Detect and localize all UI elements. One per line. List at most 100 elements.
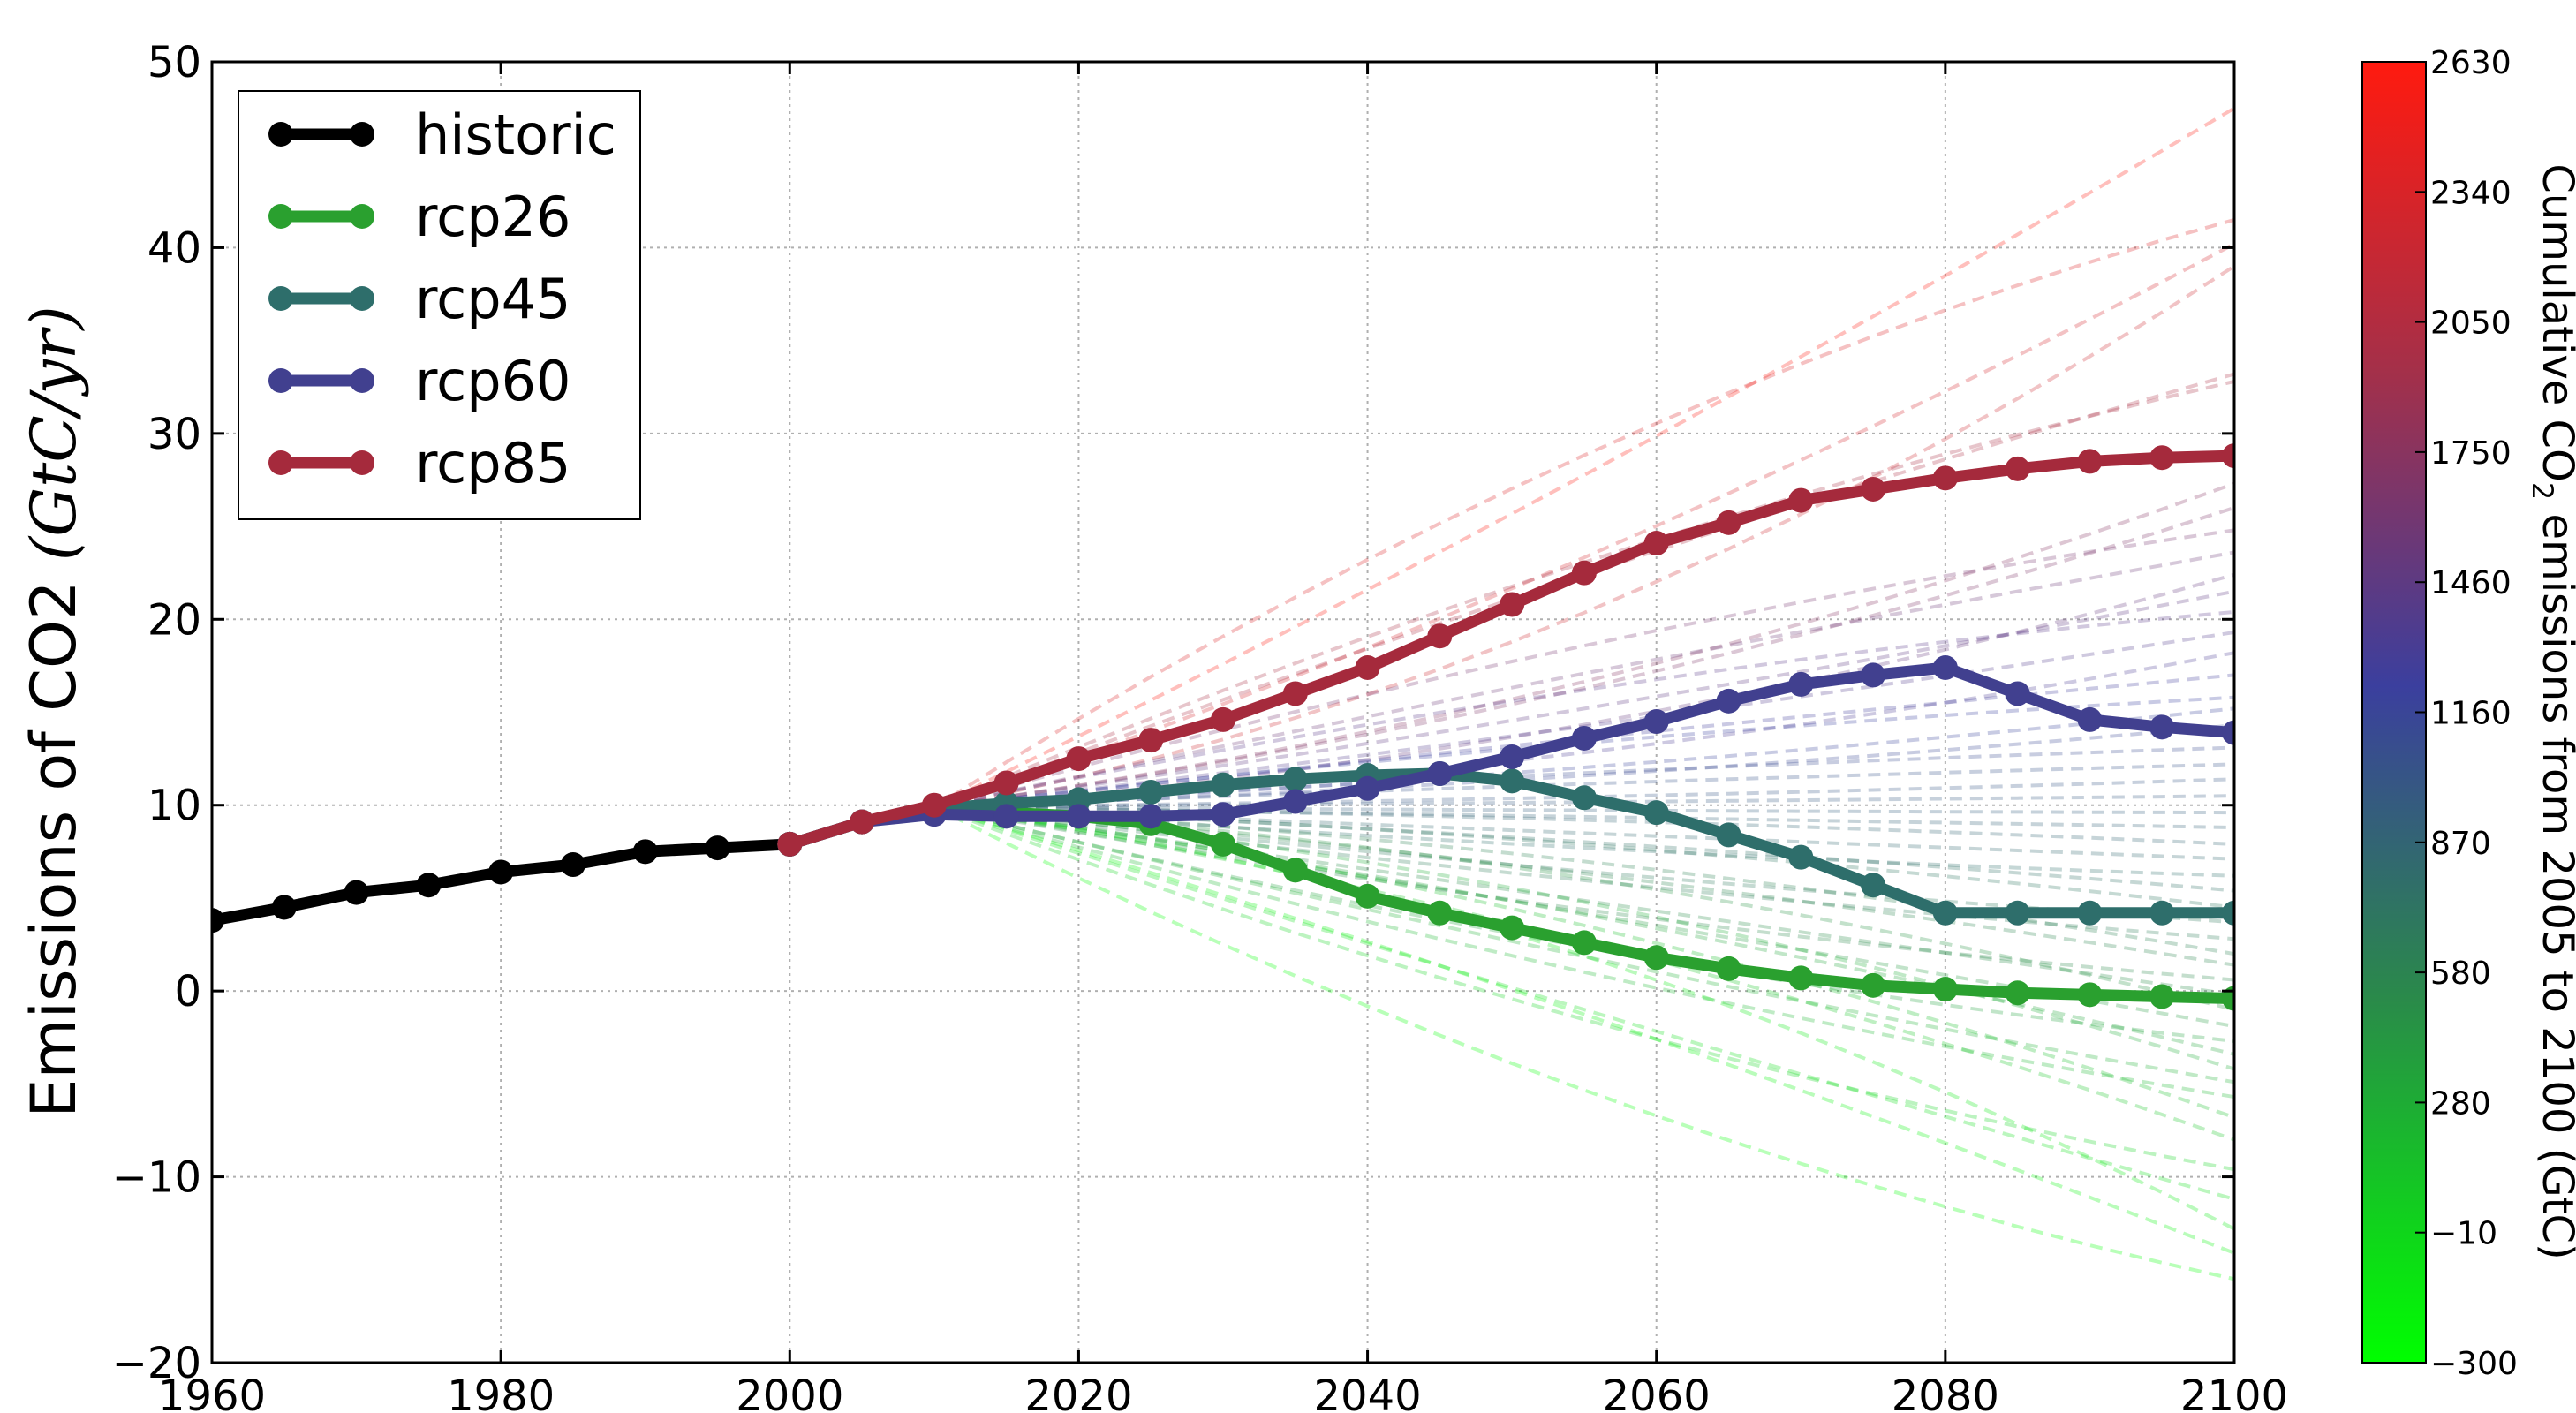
data-point xyxy=(1861,476,1886,502)
data-point xyxy=(705,835,730,861)
legend-marker xyxy=(350,450,374,475)
data-point xyxy=(1643,945,1669,971)
data-point xyxy=(1932,654,1958,680)
data-point xyxy=(1066,746,1092,772)
ensemble-line xyxy=(933,805,2234,910)
data-point xyxy=(1716,822,1741,848)
ensemble-line xyxy=(933,631,2234,809)
x-tick-label: 2000 xyxy=(736,1371,843,1413)
data-point xyxy=(1500,592,1525,617)
legend-marker xyxy=(268,204,293,229)
data-point xyxy=(1861,662,1886,688)
data-point xyxy=(1355,654,1380,680)
legend-label: rcp85 xyxy=(415,431,570,495)
y-tick-label: −20 xyxy=(112,1339,201,1388)
ensemble-line xyxy=(933,372,2234,809)
data-point xyxy=(271,895,297,920)
legend-marker xyxy=(350,204,374,229)
legend-marker xyxy=(268,368,293,393)
ensemble-line xyxy=(933,805,2234,1201)
colorbar-tick-label: 580 xyxy=(2430,956,2491,992)
legend-marker xyxy=(350,286,374,311)
data-point xyxy=(1571,725,1597,751)
legend-label: historic xyxy=(415,102,616,167)
ensemble-line xyxy=(933,805,2234,815)
data-point xyxy=(2149,445,2175,471)
data-point xyxy=(2149,984,2175,1009)
legend-marker xyxy=(350,368,374,393)
data-point xyxy=(1643,531,1669,556)
data-point xyxy=(777,831,803,857)
colorbar-tick-label: 2340 xyxy=(2430,175,2512,211)
legend: historic rcp26 rcp45 rcp60 rcp85 xyxy=(238,90,641,520)
legend-item-rcp26: rcp26 xyxy=(268,185,570,249)
data-point xyxy=(1282,789,1308,814)
ensemble-line xyxy=(933,805,2234,997)
data-point xyxy=(1861,972,1886,998)
data-point xyxy=(850,809,875,835)
x-tick-label: 2020 xyxy=(1024,1371,1132,1413)
colorbar-tick-label: 280 xyxy=(2430,1085,2491,1122)
legend-item-rcp85: rcp85 xyxy=(268,431,570,495)
data-point xyxy=(1571,560,1597,586)
data-point xyxy=(1788,671,1814,697)
ensemble-line xyxy=(933,805,2234,1012)
data-point xyxy=(1138,728,1164,753)
data-point xyxy=(2077,982,2103,1008)
y-tick-label: 10 xyxy=(147,782,201,831)
y-axis-ticks: 50 40 30 20 10 0 −10 −20 xyxy=(112,38,2234,1388)
ensemble-line xyxy=(933,723,2234,809)
data-point xyxy=(1066,804,1092,829)
y-axis-label: Emissions of CO2 (GtC/yr) xyxy=(18,306,90,1117)
ensemble-line xyxy=(933,217,2234,809)
data-point xyxy=(2005,456,2030,481)
data-point xyxy=(1716,510,1741,535)
ensemble-line xyxy=(933,805,2234,967)
ensemble-line xyxy=(933,805,2234,1281)
colorbar-tick-label: 1750 xyxy=(2430,435,2512,472)
ensemble-line xyxy=(933,805,2234,941)
data-point xyxy=(1716,688,1741,714)
ensemble-line xyxy=(933,805,2234,1084)
colorbar: 2630 2340 2050 1750 1460 1160 870 580 280 −10 −300… xyxy=(2361,45,2576,1382)
data-point xyxy=(1282,767,1308,792)
y-tick-label: 50 xyxy=(147,38,201,87)
x-tick-label: 1960 xyxy=(158,1371,266,1413)
y-tick-label: 0 xyxy=(174,967,201,1016)
colorbar-tick-label: 2630 xyxy=(2430,45,2512,81)
colorbar-tick-label: 870 xyxy=(2430,826,2491,862)
x-tick-label: 2100 xyxy=(2180,1371,2288,1413)
data-point xyxy=(1716,956,1741,981)
data-point xyxy=(1138,804,1164,829)
data-point xyxy=(2005,681,2030,706)
ensemble-line xyxy=(933,805,2234,846)
ensemble-line xyxy=(933,805,2234,956)
data-point xyxy=(1355,883,1380,909)
data-point xyxy=(1643,709,1669,735)
data-point xyxy=(2222,443,2234,469)
series-historic xyxy=(212,831,803,933)
ensemble-line xyxy=(933,805,2234,861)
data-point xyxy=(1643,800,1669,826)
data-point xyxy=(1500,768,1525,794)
ensemble-line xyxy=(933,264,2234,809)
ensemble-line xyxy=(933,805,2234,1120)
legend-label: rcp26 xyxy=(415,185,570,249)
legend-marker xyxy=(268,122,293,147)
legend-marker xyxy=(350,122,374,147)
colorbar-tick-label: 1160 xyxy=(2430,696,2512,732)
legend-marker xyxy=(268,450,293,475)
data-point xyxy=(1211,706,1235,732)
data-point xyxy=(1932,977,1958,1002)
ensemble-line xyxy=(933,805,2234,982)
data-point xyxy=(1571,785,1597,811)
legend-box xyxy=(238,90,641,520)
data-point xyxy=(1788,844,1814,870)
data-point xyxy=(2222,720,2234,745)
x-tick-label: 1980 xyxy=(447,1371,555,1413)
colorbar-tick-label: −300 xyxy=(2430,1346,2518,1382)
y-tick-label: 30 xyxy=(147,410,201,459)
ensemble-line xyxy=(933,609,2234,809)
data-point xyxy=(560,852,585,878)
